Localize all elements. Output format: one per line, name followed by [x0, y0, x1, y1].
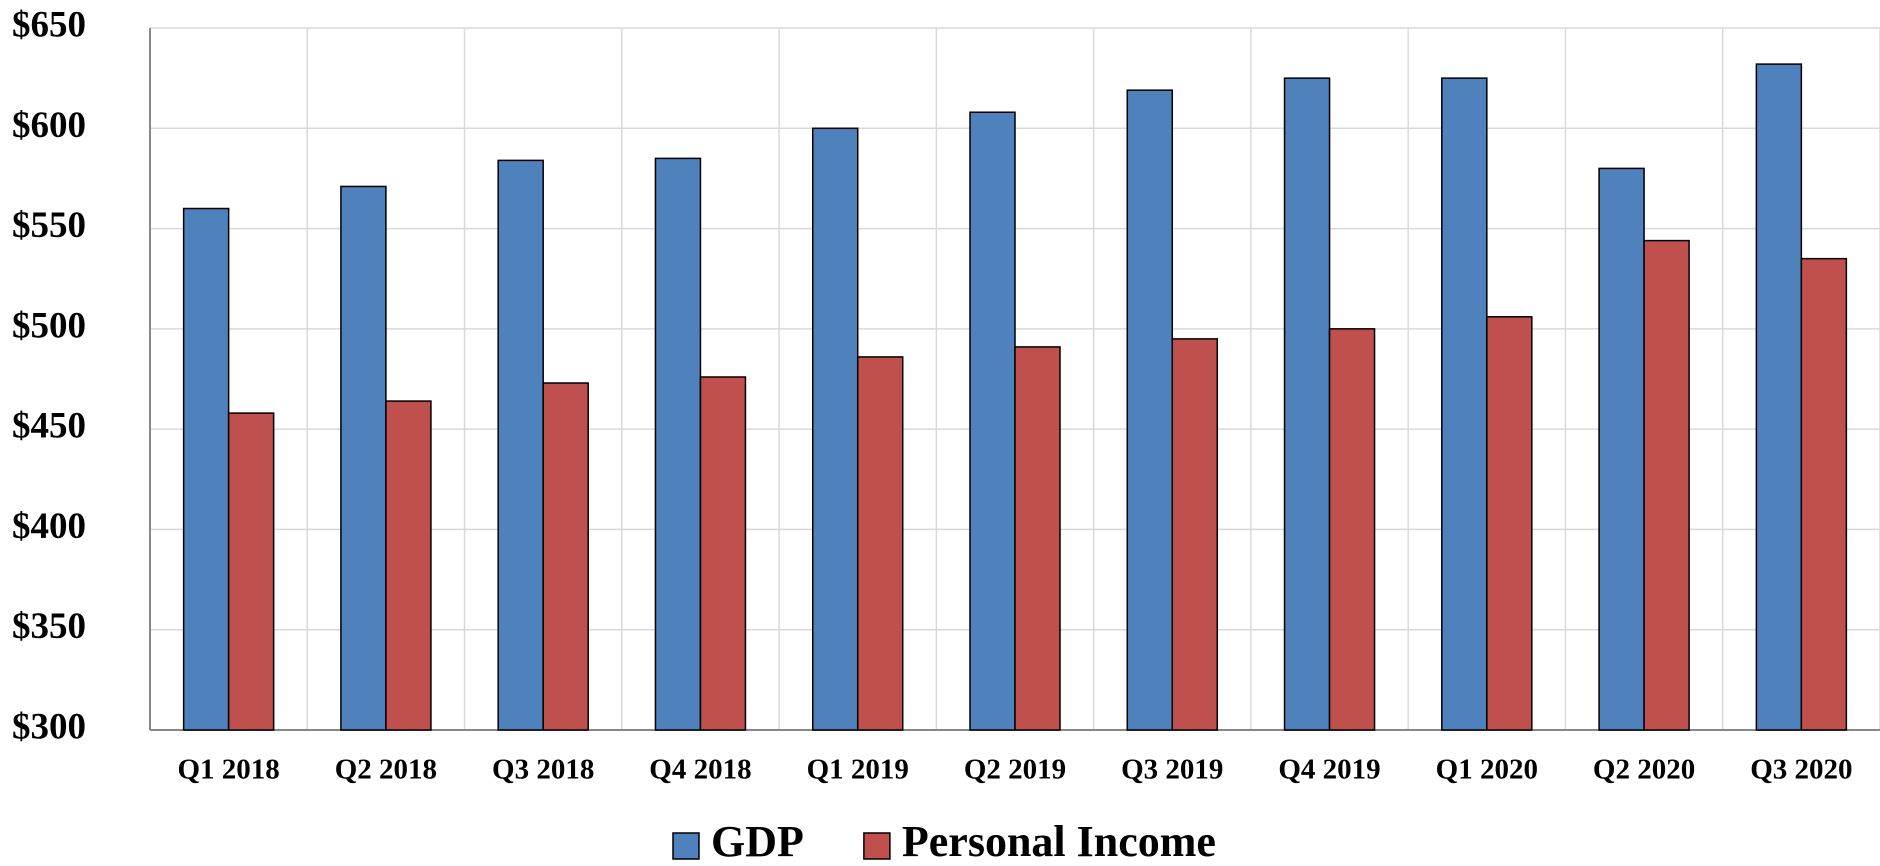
bar	[1014, 346, 1061, 731]
y-tick-label: $600	[12, 105, 86, 146]
bar	[1486, 316, 1533, 731]
y-tick-label: $400	[12, 506, 86, 547]
legend-label: GDP	[711, 817, 804, 866]
bar	[227, 412, 275, 731]
bar	[182, 207, 230, 731]
x-tick-label: Q1 2019	[807, 754, 909, 786]
bar	[654, 157, 702, 731]
bar	[699, 376, 747, 731]
bar	[1441, 77, 1488, 731]
x-tick-label: Q2 2020	[1593, 754, 1695, 786]
y-tick-label: $500	[12, 305, 86, 346]
x-tick-label: Q3 2018	[492, 754, 594, 786]
bar	[1126, 89, 1174, 731]
bar	[340, 185, 387, 731]
bar	[1755, 63, 1803, 731]
x-tick-label: Q2 2019	[964, 754, 1066, 786]
bar	[969, 111, 1016, 731]
bar	[1328, 328, 1376, 731]
bar	[1598, 167, 1645, 731]
bar	[1283, 77, 1331, 731]
legend-swatch	[672, 832, 700, 860]
x-tick-label: Q4 2018	[649, 754, 751, 786]
x-tick-label: Q1 2020	[1436, 754, 1538, 786]
bar	[1643, 239, 1690, 731]
bar	[856, 356, 904, 731]
legend-swatch	[863, 832, 891, 860]
y-tick-label: $350	[12, 606, 86, 647]
bar	[385, 400, 432, 731]
y-tick-label: $450	[12, 406, 86, 447]
bar	[542, 382, 589, 731]
y-tick-label: $550	[12, 205, 86, 246]
x-tick-label: Q2 2018	[335, 754, 437, 786]
x-tick-label: Q3 2019	[1121, 754, 1223, 786]
bar	[811, 127, 859, 731]
x-tick-label: Q3 2020	[1750, 754, 1852, 786]
x-tick-label: Q1 2018	[177, 754, 279, 786]
y-tick-label: $300	[12, 706, 86, 747]
x-tick-label: Q4 2019	[1278, 754, 1380, 786]
bar	[497, 159, 544, 731]
bar	[1171, 338, 1219, 731]
y-tick-label: $650	[12, 4, 86, 45]
bar	[1800, 257, 1848, 731]
legend-label: Personal Income	[902, 817, 1216, 866]
